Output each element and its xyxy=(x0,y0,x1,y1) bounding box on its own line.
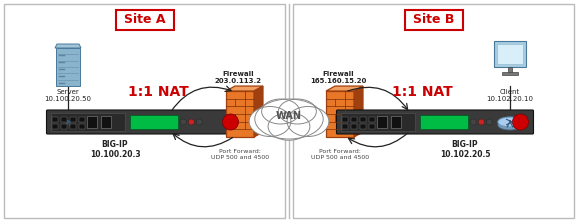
FancyBboxPatch shape xyxy=(336,110,533,134)
Circle shape xyxy=(470,119,476,125)
Circle shape xyxy=(223,114,239,130)
Bar xyxy=(87,116,97,128)
Bar xyxy=(342,117,347,122)
Polygon shape xyxy=(326,91,354,137)
Bar xyxy=(369,124,375,129)
Polygon shape xyxy=(55,44,81,48)
Text: Site B: Site B xyxy=(413,14,454,26)
FancyBboxPatch shape xyxy=(46,110,243,134)
Text: 1:1 NAT: 1:1 NAT xyxy=(392,85,453,99)
Bar xyxy=(350,124,357,129)
Text: BIG-IP
10.102.20.5: BIG-IP 10.102.20.5 xyxy=(440,140,490,159)
Circle shape xyxy=(486,119,492,125)
Bar xyxy=(129,115,179,129)
Bar xyxy=(508,67,512,73)
Text: Port Forward:
UDP 500 and 4500: Port Forward: UDP 500 and 4500 xyxy=(211,149,269,160)
Bar xyxy=(56,48,80,86)
Circle shape xyxy=(180,119,186,125)
Text: Firewall
203.0.113.2: Firewall 203.0.113.2 xyxy=(214,71,261,84)
Bar xyxy=(497,44,523,64)
Ellipse shape xyxy=(498,117,522,127)
Bar xyxy=(369,117,375,122)
Bar xyxy=(50,113,125,131)
Circle shape xyxy=(197,119,202,125)
Bar xyxy=(494,41,526,67)
Text: BIG-IP
10.100.20.3: BIG-IP 10.100.20.3 xyxy=(90,140,140,159)
Ellipse shape xyxy=(249,107,291,137)
Bar xyxy=(61,124,66,129)
Bar xyxy=(116,10,173,30)
Bar xyxy=(342,124,347,129)
Ellipse shape xyxy=(56,117,80,127)
Circle shape xyxy=(479,119,484,125)
Ellipse shape xyxy=(268,113,310,140)
Bar xyxy=(69,117,76,122)
Polygon shape xyxy=(226,91,254,137)
Bar xyxy=(360,124,365,129)
Circle shape xyxy=(188,119,194,125)
Ellipse shape xyxy=(279,99,316,124)
Bar xyxy=(61,117,66,122)
Bar xyxy=(79,124,84,129)
Ellipse shape xyxy=(56,120,80,130)
Ellipse shape xyxy=(262,99,299,124)
Text: Server
10.100.20.50: Server 10.100.20.50 xyxy=(45,89,91,102)
Bar xyxy=(340,113,414,131)
Polygon shape xyxy=(326,86,363,91)
Text: WAN: WAN xyxy=(276,111,302,121)
Ellipse shape xyxy=(498,120,522,130)
Bar xyxy=(51,124,57,129)
Polygon shape xyxy=(226,86,263,91)
Bar xyxy=(69,124,76,129)
Text: 1:1 NAT: 1:1 NAT xyxy=(128,85,188,99)
Ellipse shape xyxy=(287,107,329,137)
Ellipse shape xyxy=(255,99,323,139)
Bar xyxy=(405,10,462,30)
Bar xyxy=(377,116,387,128)
Bar xyxy=(420,115,468,129)
Bar xyxy=(360,117,365,122)
Bar xyxy=(350,117,357,122)
Bar xyxy=(391,116,401,128)
Polygon shape xyxy=(254,86,263,137)
Circle shape xyxy=(513,114,528,130)
Text: Client
10.102.20.10: Client 10.102.20.10 xyxy=(487,89,533,102)
Text: Site A: Site A xyxy=(124,14,165,26)
Text: Firewall
165.160.15.20: Firewall 165.160.15.20 xyxy=(310,71,366,84)
Bar xyxy=(293,4,574,218)
Polygon shape xyxy=(354,86,363,137)
Bar xyxy=(502,72,518,75)
Text: Port Forward:
UDP 500 and 4500: Port Forward: UDP 500 and 4500 xyxy=(311,149,369,160)
Bar xyxy=(51,117,57,122)
Bar xyxy=(4,4,285,218)
Bar xyxy=(101,116,111,128)
Bar xyxy=(79,117,84,122)
